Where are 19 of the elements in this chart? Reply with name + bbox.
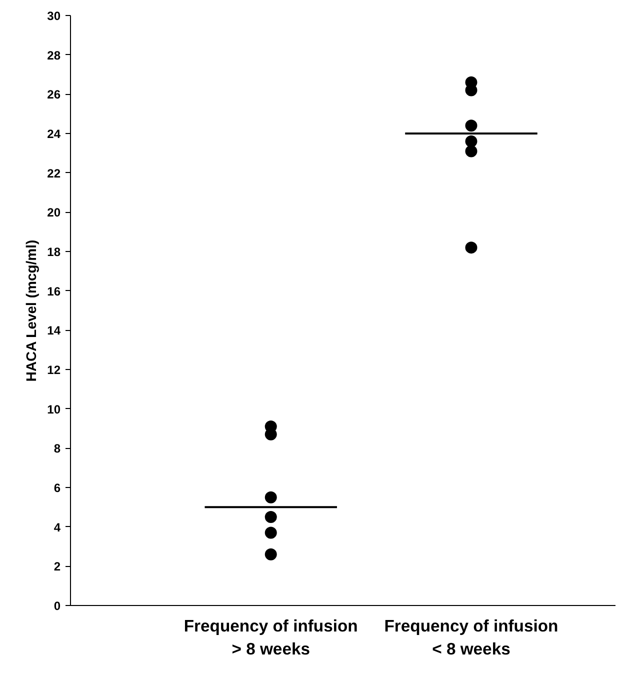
y-tick-label: 6 [54,481,61,495]
y-tick-label: 0 [54,599,61,613]
x-tick-label: Frequency of infusion > 8 weeks [184,616,358,658]
y-tick-label: 30 [47,9,61,23]
y-tick-label: 20 [47,206,61,220]
y-tick-label: 22 [47,166,61,180]
x-tick-label: Frequency of infusion < 8 weeks [384,616,558,658]
y-tick-label: 12 [47,363,61,377]
y-tick-label: 16 [47,284,61,298]
y-tick-label: 14 [47,324,61,338]
y-axis-title: HACA Level (mcg/ml) [23,240,40,382]
y-tick-label: 4 [54,520,61,534]
y-tick-label: 2 [54,560,61,574]
y-tick-label: 10 [47,402,61,416]
y-tick-label: 26 [47,88,61,102]
y-tick-label: 8 [54,442,61,456]
y-tick-label: 28 [47,48,61,62]
y-tick-label: 18 [47,245,61,259]
y-tick-label: 24 [47,127,61,141]
